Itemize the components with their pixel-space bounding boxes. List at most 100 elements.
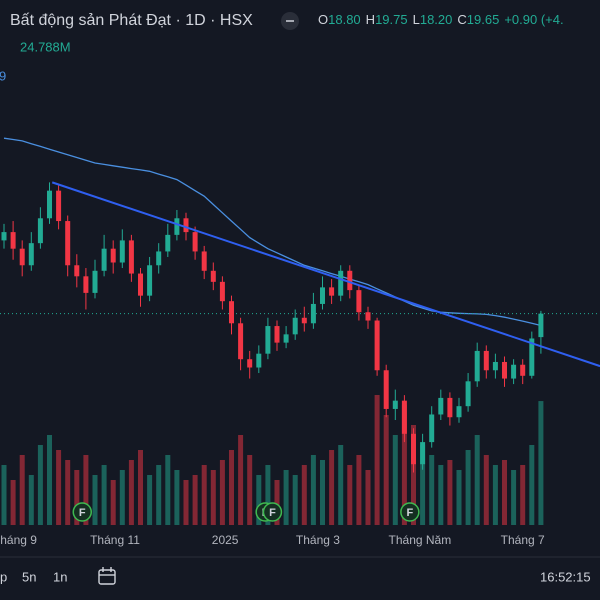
volume-bar	[392, 435, 398, 525]
candle-body	[310, 303, 316, 324]
volume-bar	[520, 465, 526, 525]
volume-bar	[128, 460, 134, 525]
price-change: +0.90 (+4.	[504, 12, 563, 27]
ohlc-value: 19.75	[375, 12, 408, 27]
volume-bar	[47, 435, 52, 525]
ohlc-label: L	[413, 12, 420, 27]
candle-body	[329, 287, 335, 296]
volume-bar	[529, 445, 535, 525]
candle-body	[420, 442, 426, 465]
volume-bar	[210, 470, 216, 525]
volume-bar	[19, 455, 25, 525]
volume-bar	[238, 435, 244, 525]
volume-bar	[401, 405, 407, 525]
volume-bar	[310, 455, 316, 525]
candle-body	[338, 270, 344, 296]
candle-body	[301, 317, 307, 324]
volume-bar	[502, 460, 507, 525]
candle-body	[429, 414, 435, 443]
volume-bar	[147, 475, 153, 525]
candle-body	[256, 353, 262, 368]
candle-body	[274, 326, 280, 343]
candle-body	[37, 218, 43, 244]
event-label: F	[79, 507, 86, 519]
volume-bar	[511, 470, 517, 525]
candle-body	[365, 312, 371, 321]
candle-body	[138, 273, 143, 296]
candle-body	[174, 218, 180, 235]
volume-bar	[492, 465, 498, 525]
volume-bar	[256, 475, 262, 525]
volume-bar	[338, 445, 344, 525]
candle-body	[492, 361, 498, 371]
candle-body	[65, 221, 71, 266]
candle-body	[520, 364, 526, 376]
event-marker	[72, 502, 93, 522]
candle-body	[283, 334, 289, 343]
candle-body	[502, 361, 507, 379]
candle-body	[238, 323, 244, 360]
ohlc-value: 18.20	[420, 12, 453, 27]
candle-body	[201, 251, 207, 271]
x-tick-label: Tháng 3	[296, 533, 340, 547]
range-button[interactable]: 1n	[53, 569, 67, 584]
ohlc-value: 18.80	[328, 12, 361, 27]
icon-frame	[98, 569, 116, 585]
event-marker	[262, 502, 283, 522]
event-marker	[400, 502, 420, 522]
volume-bar	[374, 395, 380, 525]
candle-body	[119, 240, 125, 263]
candle-body	[474, 350, 480, 382]
volume-bar	[83, 455, 89, 525]
candle-body	[529, 338, 535, 376]
ohlc-label: O	[318, 12, 328, 27]
ohlc-label: H	[366, 12, 375, 27]
volume-bar	[429, 455, 435, 525]
candle-body	[292, 317, 298, 335]
volume-bar	[174, 470, 180, 525]
candle-body	[101, 248, 107, 271]
candle-body	[28, 243, 34, 266]
candle-body	[347, 270, 353, 291]
candle-body	[92, 270, 98, 293]
candle-body	[356, 290, 362, 313]
x-tick-label: Tháng Năm	[389, 533, 452, 547]
candle-body	[83, 276, 89, 293]
range-button[interactable]: p	[0, 569, 7, 584]
volume-bar	[1, 465, 7, 525]
volume-bar	[438, 465, 444, 525]
volume-bar	[201, 465, 207, 525]
candle-body	[192, 232, 198, 252]
date-range-icon[interactable]	[98, 567, 116, 585]
candle-body	[447, 397, 453, 418]
candle-body	[147, 265, 153, 296]
volume-bar	[138, 450, 143, 525]
candle-body	[156, 251, 162, 266]
volume-bar	[37, 445, 43, 525]
candle-body	[465, 381, 471, 407]
volume-bar	[183, 480, 189, 525]
range-button[interactable]: 5n	[22, 569, 36, 584]
candle-body	[483, 350, 489, 371]
candle-body	[392, 400, 398, 409]
volume-bar	[265, 465, 271, 525]
volume-bar	[219, 460, 225, 525]
candle-body	[19, 248, 25, 266]
event-label: F	[406, 507, 413, 519]
candle-body	[456, 406, 462, 418]
candle-body	[110, 248, 116, 263]
volume-bar	[383, 415, 389, 525]
ma-value: 9	[0, 68, 6, 83]
candle-body	[47, 190, 52, 219]
candle-body	[165, 234, 171, 252]
volume-bar	[192, 475, 198, 525]
candle-body	[374, 320, 380, 371]
candle-body	[538, 313, 544, 338]
candle-body	[128, 240, 134, 274]
moving-average	[3, 137, 542, 327]
volume-bar	[420, 445, 426, 525]
ohlc-label: C	[457, 12, 466, 27]
x-tick-label: 2025	[212, 533, 239, 547]
